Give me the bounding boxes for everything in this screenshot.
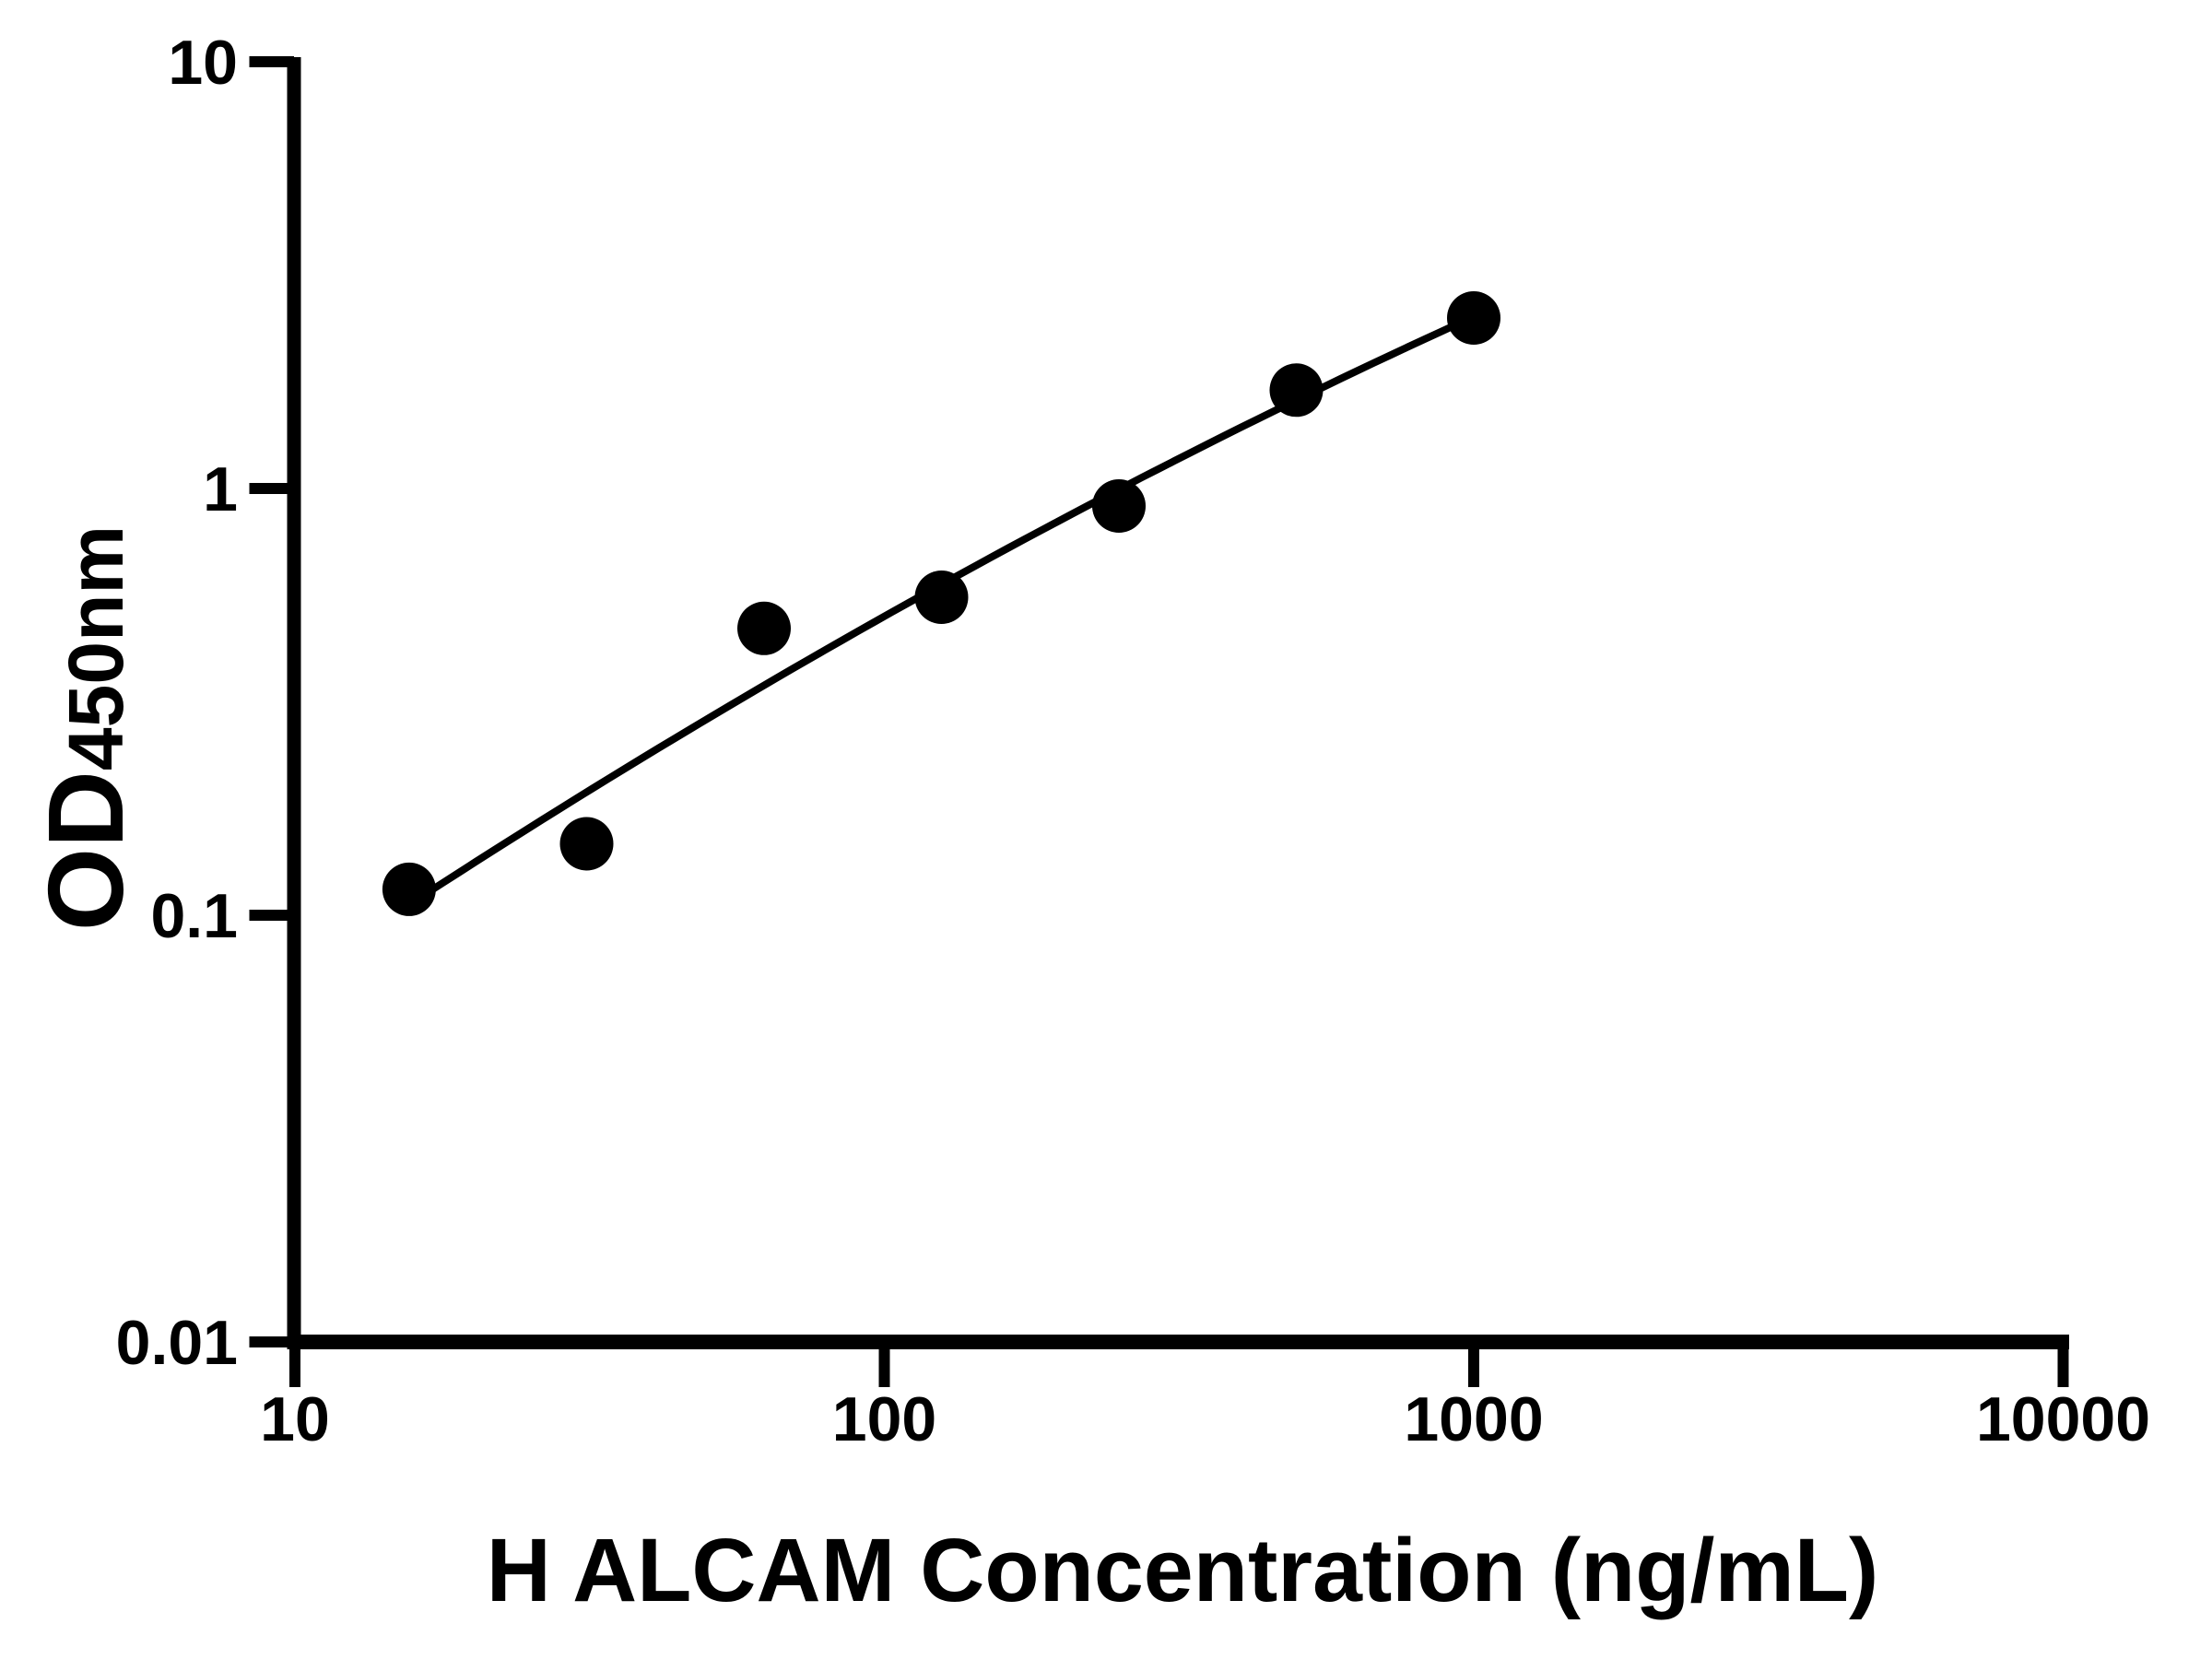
- data-point: [1447, 291, 1500, 345]
- data-point: [1269, 363, 1324, 418]
- x-tick-label: 10000: [1976, 1384, 2150, 1454]
- x-axis-title: H ALCAM Concentration (ng/mL): [487, 1520, 1879, 1620]
- y-axis-title-subscript: 450nm: [53, 525, 139, 771]
- y-axis-tick-labels: 10 1 0.1 0.01: [116, 28, 238, 1378]
- x-tick-label: 10: [260, 1384, 330, 1454]
- x-axis-ticks: [289, 1342, 2069, 1387]
- data-point: [737, 601, 791, 655]
- y-tick-label: 0.01: [116, 1308, 238, 1378]
- axes: [287, 57, 2069, 1349]
- y-axis-ticks: [249, 56, 294, 1347]
- data-points: [382, 291, 1500, 916]
- x-tick-label: 1000: [1404, 1384, 1543, 1454]
- y-axis-title: OD450nm: [26, 525, 146, 931]
- x-axis-tick-labels: 10 100 1000 10000: [260, 1384, 2150, 1454]
- y-tick-label: 0.1: [150, 881, 238, 951]
- data-point: [1092, 479, 1146, 533]
- y-axis-title-main: OD: [26, 771, 146, 931]
- data-point: [382, 862, 436, 916]
- y-tick-label: 1: [203, 454, 238, 524]
- data-point: [559, 817, 614, 871]
- data-point: [914, 571, 969, 624]
- x-tick-label: 100: [832, 1384, 936, 1454]
- y-tick-label: 10: [168, 28, 238, 98]
